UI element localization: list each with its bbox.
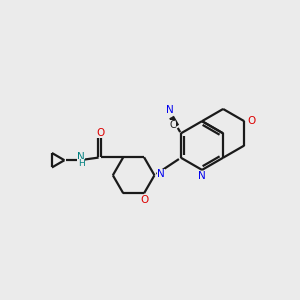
Text: N: N [198,172,206,182]
Text: H: H [78,159,84,168]
Text: O: O [248,116,256,126]
Text: C: C [169,120,176,130]
Text: N: N [77,152,85,162]
Text: O: O [96,128,104,138]
Text: N: N [157,169,165,179]
Text: O: O [140,195,148,205]
Text: N: N [166,105,174,115]
